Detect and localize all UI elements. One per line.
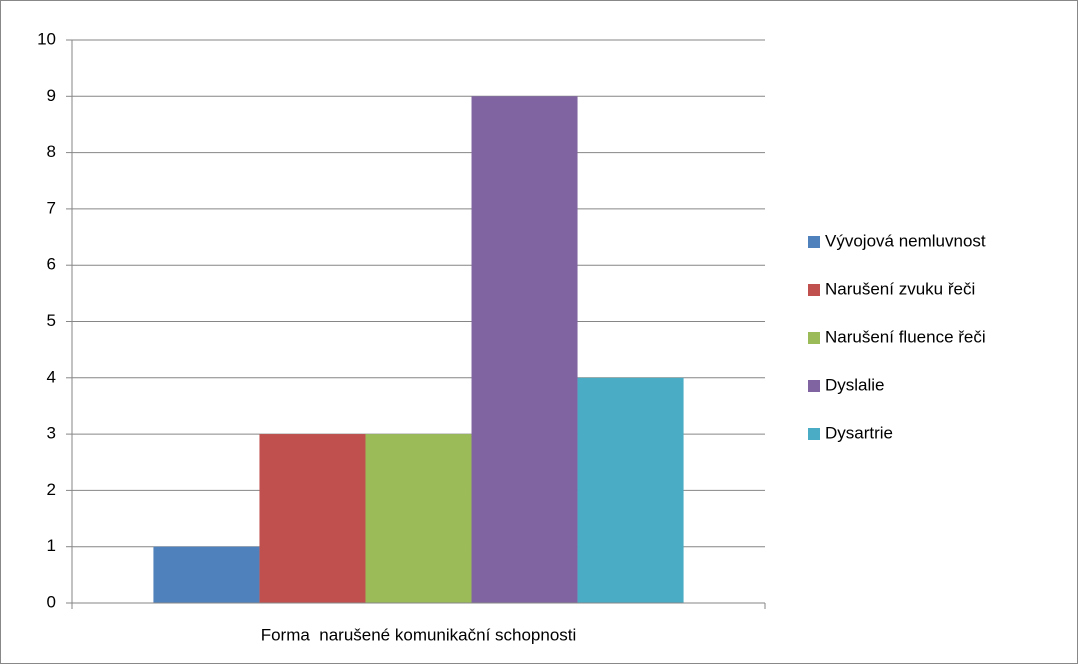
legend-label: Dyslalie (825, 375, 885, 394)
bar (153, 546, 260, 603)
y-tick-label: 0 (47, 592, 56, 611)
y-tick-label: 3 (47, 424, 56, 443)
y-tick-label: 8 (47, 142, 56, 161)
legend-label: Narušení zvuku řeči (825, 279, 975, 298)
y-tick-label: 5 (47, 311, 56, 330)
bar (259, 434, 366, 603)
x-tick-label: Forma narušené komunikační schopnosti (261, 625, 577, 644)
legend-swatch (808, 380, 820, 392)
y-tick-label: 4 (47, 367, 56, 386)
bar (471, 96, 578, 604)
legend-swatch (808, 332, 820, 344)
y-tick-label: 6 (47, 255, 56, 274)
legend-label: Dysartrie (825, 423, 893, 442)
y-tick-label: 2 (47, 480, 56, 499)
legend-swatch (808, 236, 820, 248)
legend-label: Narušení fluence řeči (825, 327, 986, 346)
legend-label: Vývojová nemluvnost (825, 231, 986, 250)
y-tick-label: 1 (47, 536, 56, 555)
y-tick-label: 9 (47, 86, 56, 105)
legend-swatch (808, 284, 820, 296)
legend-swatch (808, 428, 820, 440)
bar (365, 434, 472, 603)
y-tick-label: 10 (37, 29, 56, 48)
bar (577, 377, 684, 603)
y-tick-label: 7 (47, 198, 56, 217)
